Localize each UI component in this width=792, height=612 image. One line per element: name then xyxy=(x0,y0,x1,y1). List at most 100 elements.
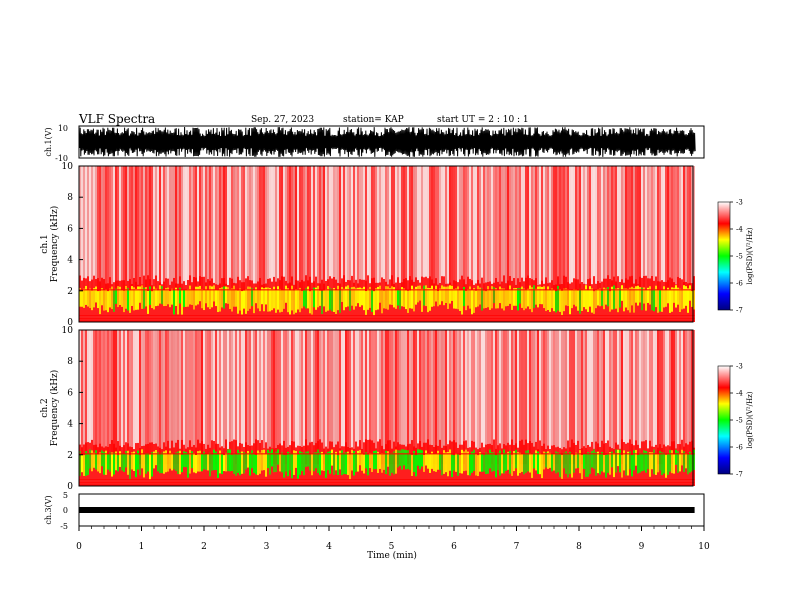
spectrogram-column xyxy=(321,166,323,301)
spectrogram-midband xyxy=(577,290,579,311)
spectrogram-midband xyxy=(161,452,163,474)
spectrogram-column xyxy=(541,166,543,301)
spectrogram-column xyxy=(179,330,181,465)
spectrogram-midband xyxy=(293,290,295,315)
spectrogram-column xyxy=(203,166,205,301)
spectrogram-column xyxy=(205,330,207,465)
spectrogram-column xyxy=(469,166,471,301)
spectrogram-column xyxy=(331,330,333,465)
spectrogram-column xyxy=(409,166,411,301)
spectrogram-column xyxy=(201,166,203,301)
spectrogram-midband xyxy=(107,291,109,313)
spectrogram-midband xyxy=(639,452,641,473)
spectrogram-midband xyxy=(491,286,493,309)
spectrogram-column xyxy=(571,330,573,465)
spectrogram-column xyxy=(609,330,611,465)
spectrogram-midband xyxy=(443,450,445,474)
spectrogram-column xyxy=(427,166,429,301)
spectrogram-column xyxy=(485,166,487,301)
spectrogram-column xyxy=(567,166,569,301)
spectrogram-column xyxy=(143,166,145,301)
spectrogram-column xyxy=(611,330,613,465)
spectrogram-midband xyxy=(389,288,391,305)
spectrogram-midband xyxy=(85,285,87,305)
spectrogram-midband xyxy=(587,290,589,312)
spectrogram-column xyxy=(639,166,641,301)
ytick-label: 10 xyxy=(62,162,74,172)
spectrogram-midband xyxy=(351,287,353,306)
spectrogram-line xyxy=(79,484,695,486)
spectrogram-midband xyxy=(593,449,595,469)
spectrogram-midband xyxy=(493,287,495,304)
spectrogram-midband xyxy=(617,288,619,313)
spectrogram-column xyxy=(249,166,251,301)
colorbar-tick-label: -6 xyxy=(736,444,743,452)
spectrogram-column xyxy=(271,330,273,465)
spectrogram-column xyxy=(185,166,187,301)
spectrogram-column xyxy=(345,166,347,301)
spectrogram-column xyxy=(461,330,463,465)
spectrogram-midband xyxy=(413,450,415,472)
spectrogram-column xyxy=(693,330,695,465)
spectrogram-midband xyxy=(455,288,457,309)
spectrogram-column xyxy=(497,330,499,465)
spectrogram-midband xyxy=(267,449,269,469)
spectrogram-column xyxy=(165,166,167,301)
spectrogram-midband xyxy=(643,287,645,304)
spectrogram-midband xyxy=(395,449,397,474)
spectrogram-midband xyxy=(169,291,171,308)
spectrogram-column xyxy=(241,330,243,465)
spectrogram-column xyxy=(105,166,107,301)
spectrogram-column xyxy=(255,166,257,301)
spectrogram-midband xyxy=(383,453,385,470)
spectrogram-midband xyxy=(629,451,631,470)
spectrogram-midband xyxy=(591,288,593,313)
spectrogram-column xyxy=(401,330,403,465)
spectrogram-midband xyxy=(169,450,171,469)
spectrogram-column xyxy=(417,166,419,301)
spectrogram-column xyxy=(135,166,137,301)
xtick-label: 2 xyxy=(201,542,207,552)
spectrogram-midband xyxy=(415,286,417,305)
spectrogram-column xyxy=(247,166,249,301)
spectrogram-midband xyxy=(523,453,525,475)
spectrogram-column xyxy=(671,330,673,465)
spectrogram-midband xyxy=(563,288,565,312)
spectrogram-column xyxy=(451,330,453,465)
spectrogram-midband xyxy=(205,454,207,470)
spectrogram-column xyxy=(461,166,463,301)
spectrogram-lowband xyxy=(213,282,215,322)
ch1-waveform-trace xyxy=(78,126,696,158)
spectrogram-column xyxy=(457,330,459,465)
spectrogram-column xyxy=(691,330,693,465)
spectrogram-midband xyxy=(301,290,303,309)
spectrogram-midband xyxy=(433,289,435,307)
spectrogram-column xyxy=(327,166,329,301)
spectrogram-midband xyxy=(129,289,131,313)
ch1-spectrogram-image xyxy=(79,166,695,322)
ch1-yticks: 0 2 4 6 8 10 xyxy=(62,162,83,328)
spectrogram-column xyxy=(683,330,685,465)
spectrogram-column xyxy=(303,166,305,301)
spectrogram-column xyxy=(119,330,121,465)
spectrogram-midband xyxy=(235,454,237,476)
spectrogram-midband xyxy=(153,451,155,469)
spectrogram-midband xyxy=(473,288,475,313)
spectrogram-midband xyxy=(425,450,427,466)
spectrogram-column xyxy=(573,166,575,301)
spectrogram-midband xyxy=(545,452,547,468)
spectrogram-midband xyxy=(357,287,359,304)
spectrogram-column xyxy=(169,166,171,301)
spectrogram-column xyxy=(81,166,83,301)
spectrogram-column xyxy=(641,330,643,465)
spectrogram-midband xyxy=(329,451,331,474)
spectrogram-column xyxy=(285,330,287,465)
spectrogram-midband xyxy=(631,455,633,477)
spectrogram-midband xyxy=(261,287,263,305)
spectrogram-midband xyxy=(185,290,187,307)
spectrogram-column xyxy=(277,330,279,465)
ch3-ytick-mid: 0 xyxy=(63,506,68,515)
spectrogram-column xyxy=(509,330,511,465)
spectrogram-column xyxy=(209,330,211,465)
spectrogram-column xyxy=(531,330,533,465)
